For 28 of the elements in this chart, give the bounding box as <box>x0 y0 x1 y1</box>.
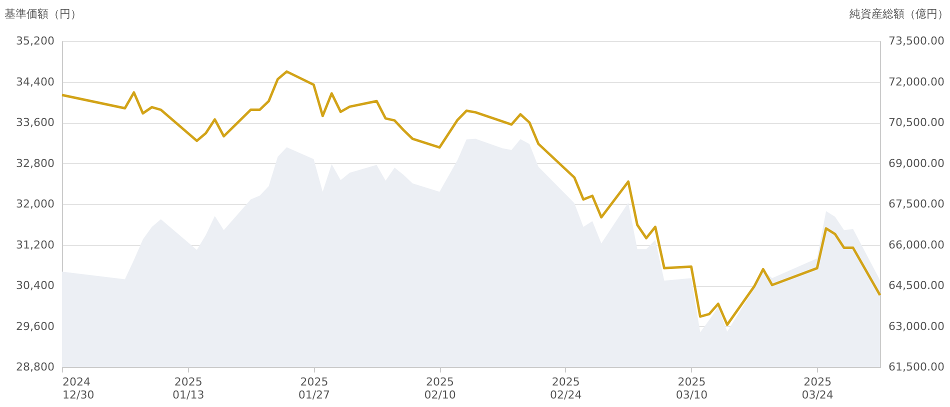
y2-tick-label: 63,000.00 <box>888 320 944 333</box>
y-tick-label: 34,400 <box>16 75 54 88</box>
x-tick-label: 2025 02/24 <box>550 376 582 402</box>
x-tick-label: 2025 01/13 <box>172 376 204 402</box>
y2-tick-label: 61,500.00 <box>888 360 944 374</box>
y-tick-label: 32,800 <box>16 156 54 170</box>
y2-axis-title: 純資産総額（億円） <box>850 8 948 20</box>
x-tick-label: 2025 01/27 <box>298 376 330 402</box>
y2-tick-label: 66,000.00 <box>888 238 944 252</box>
y-tick-label: 35,200 <box>16 34 54 48</box>
y2-tick-label: 72,000.00 <box>888 75 944 88</box>
y-axis-title: 基準価額（円） <box>4 8 82 20</box>
y-tick-label: 31,200 <box>16 238 54 252</box>
y-tick-label: 29,600 <box>16 320 54 333</box>
x-tick-label: 2025 03/24 <box>802 376 834 402</box>
y2-tick-label: 70,500.00 <box>888 116 944 129</box>
x-tick-label: 2025 02/10 <box>424 376 456 402</box>
y2-tick-label: 67,500.00 <box>888 198 944 210</box>
y-tick-label: 30,400 <box>16 279 54 292</box>
y2-tick-label: 73,500.00 <box>888 34 944 48</box>
y-tick-label: 33,600 <box>16 116 54 129</box>
y2-tick-label: 64,500.00 <box>888 279 944 292</box>
x-tick-label: 2025 03/10 <box>676 376 708 402</box>
y2-tick-label: 69,000.00 <box>888 156 944 170</box>
line-series <box>60 70 882 326</box>
x-tick-label: 2024 12/30 <box>62 376 94 402</box>
y-tick-label: 28,800 <box>16 360 54 374</box>
y-tick-label: 32,000 <box>16 198 54 210</box>
